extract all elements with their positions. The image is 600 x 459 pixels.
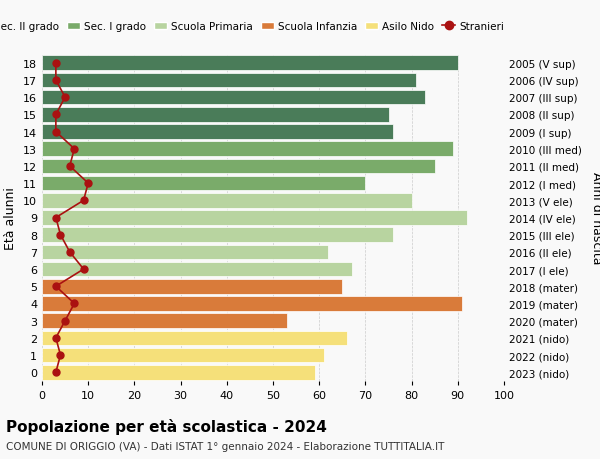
Bar (42, 159, 435, 174)
Point (56, 231, 65, 239)
Bar (42, 262, 352, 277)
Point (61, 94, 70, 101)
Point (51, 283, 61, 290)
Point (51, 112, 61, 119)
Bar (42, 280, 343, 294)
Point (51, 214, 61, 222)
Point (79, 197, 88, 205)
Text: COMUNE DI ORIGGIO (VA) - Dati ISTAT 1° gennaio 2024 - Elaborazione TUTTITALIA.IT: COMUNE DI ORIGGIO (VA) - Dati ISTAT 1° g… (6, 441, 445, 451)
Point (79, 266, 88, 273)
Point (83, 180, 93, 187)
Bar (42, 142, 453, 157)
Bar (42, 228, 393, 242)
Point (70, 300, 79, 308)
Bar (42, 331, 347, 345)
Point (65, 163, 74, 170)
Bar (42, 108, 389, 123)
Bar (42, 313, 287, 328)
Point (56, 352, 65, 359)
Bar (42, 245, 328, 260)
Point (65, 249, 74, 256)
Bar (42, 365, 314, 380)
Bar (42, 176, 365, 191)
Text: Popolazione per età scolastica - 2024: Popolazione per età scolastica - 2024 (6, 418, 327, 434)
Bar (42, 125, 393, 140)
Point (51, 129, 61, 136)
Bar (42, 73, 416, 88)
Point (51, 77, 61, 84)
Bar (42, 297, 463, 311)
Y-axis label: Età alunni: Età alunni (4, 187, 17, 249)
Point (61, 317, 70, 325)
Bar (42, 194, 412, 208)
Bar (42, 91, 425, 105)
Point (51, 60, 61, 67)
Bar (42, 56, 458, 71)
Point (70, 146, 79, 153)
Bar (42, 348, 324, 363)
Y-axis label: Anni di nascita: Anni di nascita (590, 172, 600, 264)
Point (51, 335, 61, 342)
Bar (42, 211, 467, 225)
Legend: Sec. II grado, Sec. I grado, Scuola Primaria, Scuola Infanzia, Asilo Nido, Stran: Sec. II grado, Sec. I grado, Scuola Prim… (0, 18, 508, 36)
Point (51, 369, 61, 376)
